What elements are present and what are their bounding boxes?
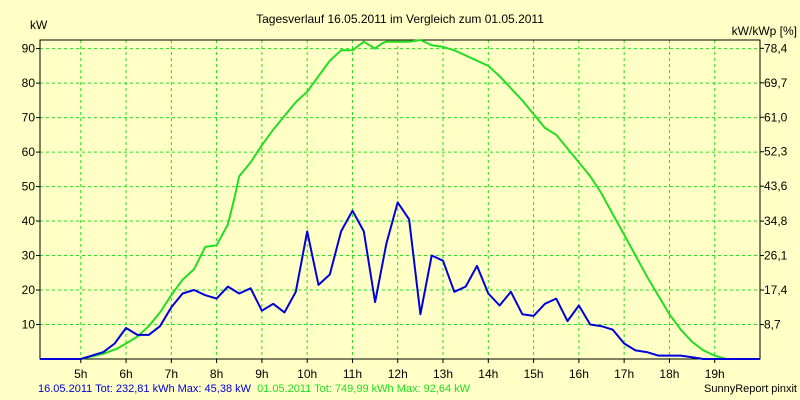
chart-title: Tagesverlauf 16.05.2011 im Vergleich zum… (256, 12, 544, 26)
x-tick-label-3: 8h (210, 367, 223, 381)
x-axis-ticks: 5h 6h 7h 8h 9h 10h 11h 12h 13h 14h 15h 16h 17h 18h 19h (74, 359, 725, 381)
y-axis-right-ticks: 8,7 17,4 26,1 34,8 43,6 52,3 61,0 69,7 78,4 (760, 41, 788, 332)
y-axis-left-label: kW (30, 18, 48, 32)
y-right-tick-label-2: 26,1 (764, 249, 788, 263)
x-tick-label-4: 9h (255, 367, 268, 381)
x-tick-label-14: 19h (705, 367, 725, 381)
footer-summary: 16.05.2011 Tot: 232,81 kWh Max: 45,38 kW… (38, 383, 471, 395)
x-tick-label-8: 13h (433, 367, 453, 381)
y-left-tick-label-2: 30 (22, 249, 36, 263)
y-left-tick-label-0: 10 (22, 318, 36, 332)
y-left-tick-label-6: 70 (22, 111, 36, 125)
series-line-01-05-2011 (40, 39, 760, 360)
y-right-tick-label-7: 69,7 (764, 76, 788, 90)
y-left-tick-label-7: 80 (22, 76, 36, 90)
x-tick-label-11: 16h (569, 367, 589, 381)
y-left-tick-label-3: 40 (22, 214, 36, 228)
y-axis-left-ticks: 10 20 30 40 50 60 70 80 90 (22, 42, 40, 332)
y-left-tick-label-8: 90 (22, 42, 36, 56)
y-right-tick-label-6: 61,0 (764, 110, 788, 124)
x-tick-label-12: 17h (614, 367, 634, 381)
y-left-tick-label-5: 60 (22, 145, 36, 159)
y-axis-right-label: kW/kWp [%] (732, 24, 797, 38)
x-tick-label-13: 18h (659, 367, 679, 381)
series-line-16-05-2011 (40, 201, 760, 360)
x-tick-label-5: 10h (297, 367, 317, 381)
y-right-tick-label-5: 52,3 (764, 145, 788, 159)
y-right-tick-label-0: 8,7 (764, 318, 781, 332)
footer-credit: SunnyReport pinxit (704, 383, 797, 395)
x-tick-label-7: 12h (388, 367, 408, 381)
series-summary-01-05: 01.05.2011 Tot: 749,99 kWh Max: 92,64 kW (257, 383, 471, 395)
series-summary-16-05: 16.05.2011 Tot: 232,81 kWh Max: 45,38 kW (38, 383, 252, 395)
x-tick-label-2: 7h (165, 367, 178, 381)
plot-frame (39, 39, 761, 360)
x-tick-label-10: 15h (524, 367, 544, 381)
x-tick-label-0: 5h (74, 367, 87, 381)
x-tick-label-6: 11h (343, 367, 362, 381)
y-left-tick-label-4: 50 (22, 180, 36, 194)
y-left-tick-label-1: 20 (22, 283, 36, 297)
series-group (40, 39, 760, 360)
y-right-tick-label-4: 43,6 (764, 179, 788, 193)
y-right-tick-label-1: 17,4 (764, 283, 788, 297)
x-tick-label-1: 6h (119, 367, 132, 381)
y-right-tick-label-3: 34,8 (764, 214, 788, 228)
y-right-tick-label-8: 78,4 (764, 41, 788, 55)
grid (40, 40, 760, 359)
x-tick-label-9: 14h (478, 367, 498, 381)
